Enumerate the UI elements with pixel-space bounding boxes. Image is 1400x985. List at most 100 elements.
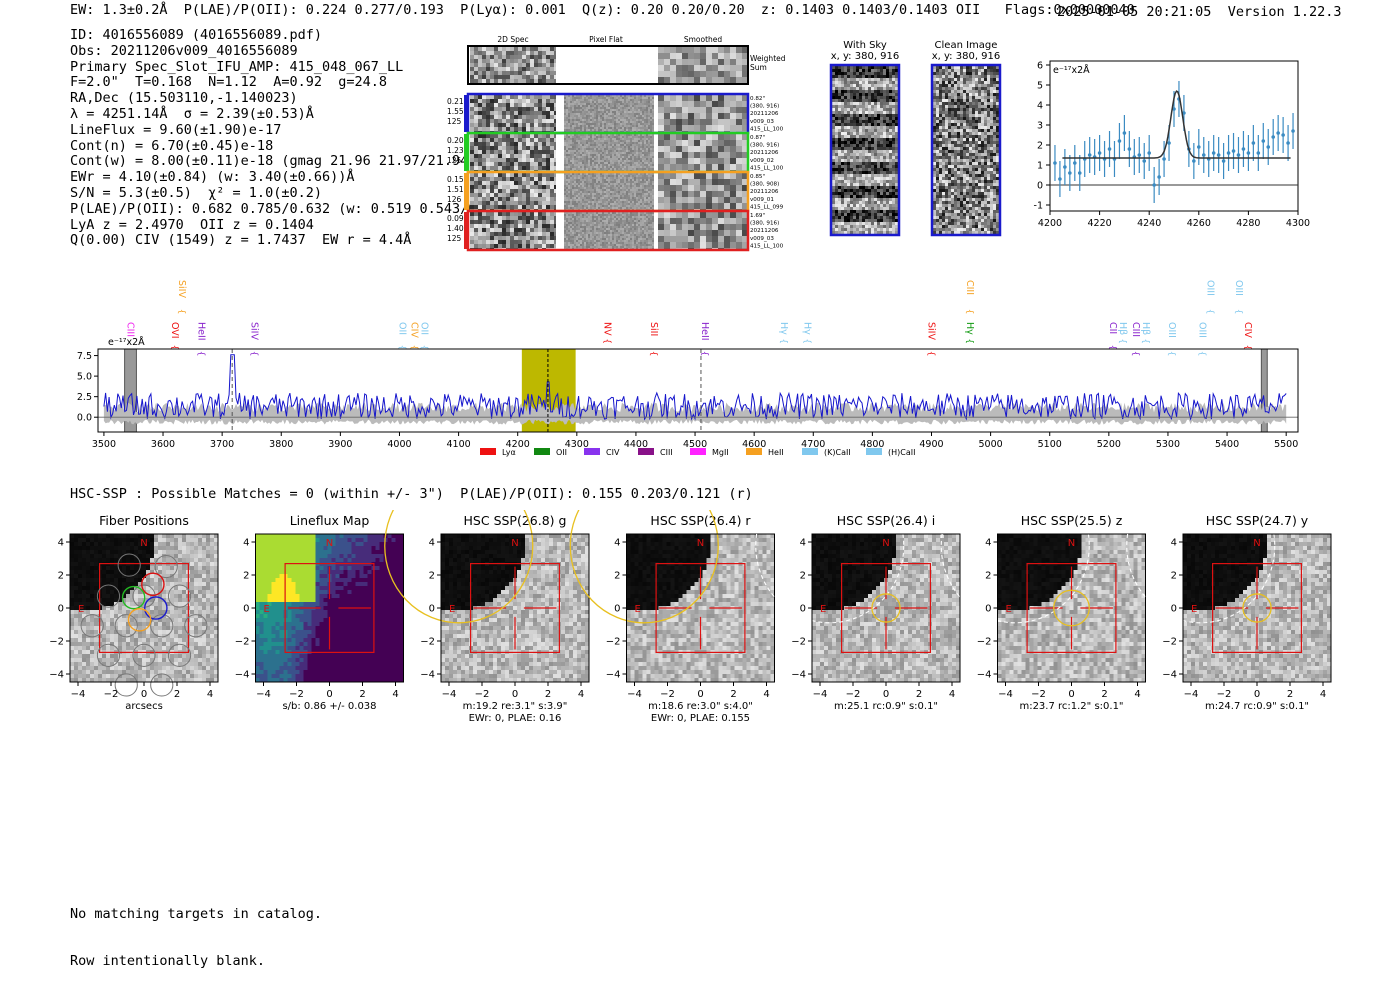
hsc-ytick-label: −4 — [977, 670, 992, 681]
row-smoothed — [658, 173, 748, 210]
line-label-bracket: { — [602, 338, 612, 344]
fit-data-point — [1128, 147, 1132, 151]
line-label: HeII — [699, 322, 710, 341]
line-label: Hγ — [801, 322, 812, 335]
fit-ytick-label: 6 — [1037, 61, 1043, 72]
cutout-row-left-label: 126 — [447, 195, 462, 204]
north-label: N — [511, 538, 518, 549]
cutout-row-left-label: 0.09 — [447, 214, 464, 223]
fit-data-point — [1123, 131, 1127, 135]
fit-data-point — [1261, 139, 1265, 143]
cutout-row-right-label: 1.69" — [750, 213, 765, 219]
cutout-row-right-label: 20211206 — [750, 111, 779, 117]
hsc-ytick-label: 2 — [243, 571, 249, 582]
line-label-bracket: { — [1117, 338, 1127, 344]
north-label: N — [1068, 538, 1075, 549]
hsc-panel-title: HSC SSP(24.7) y — [1206, 513, 1309, 528]
legend-swatch — [802, 448, 818, 455]
hsc-xtick-label: 2 — [1287, 689, 1293, 700]
fit-data-point — [1098, 151, 1102, 155]
weighted-2d-spec — [470, 47, 556, 83]
cutout-row-left-label: 1.40 — [447, 224, 464, 233]
hsc-panel-title: HSC SSP(26.8) g — [464, 513, 567, 528]
hsc-xtick-label: 4 — [763, 689, 769, 700]
hsc-xtick-label: 4 — [392, 689, 398, 700]
spectrum-ytick-label: 5.0 — [77, 372, 92, 383]
line-label: OIII — [1166, 322, 1177, 338]
fit-data-point — [1078, 171, 1082, 175]
fit-xtick-label: 4280 — [1236, 218, 1260, 229]
hsc-xtick-label: −2 — [104, 689, 119, 700]
north-label: N — [697, 538, 704, 549]
spectrum-xtick-label: 3700 — [210, 439, 234, 450]
version: Version 1.22.3 — [1228, 4, 1342, 20]
clean-image-title: Clean Image — [935, 40, 998, 51]
hsc-xtick-label: −2 — [1217, 689, 1232, 700]
line-label-bracket: { — [196, 351, 206, 357]
row-2d-spec — [470, 212, 556, 249]
fit-data-point — [1271, 135, 1275, 139]
line-label: Hγ — [778, 322, 789, 335]
row-smoothed — [658, 134, 748, 171]
hsc-xtick-label: 4 — [1320, 689, 1326, 700]
hsc-ytick-label: 2 — [985, 571, 991, 582]
east-label: E — [820, 604, 826, 615]
hsc-xtick-label: −4 — [813, 689, 828, 700]
hsc-xtick-label: −2 — [475, 689, 490, 700]
header-summary: EW: 1.3±0.2Å P(LAE)/P(OII): 0.224 0.277/… — [70, 2, 1135, 18]
line-label-bracket: { — [964, 338, 974, 344]
line-label: Hγ — [964, 322, 975, 335]
cutout-row-left-label: 1.51 — [447, 185, 464, 194]
cutout-row-right-label: (380, 916) — [750, 143, 779, 149]
line-label: SiIV — [176, 280, 187, 298]
hsc-panels: Fiber PositionsNE−4−4−2−2002244arcsecsLi… — [50, 510, 1350, 725]
hsc-ytick-label: 2 — [1171, 571, 1177, 582]
spectrum-xtick-label: 4000 — [387, 439, 411, 450]
hsc-ytick-label: 0 — [985, 604, 991, 615]
fit-data-point — [1247, 151, 1251, 155]
cutout-row-color-bar — [464, 173, 468, 210]
cutout-row-right-label: 0.87" — [750, 135, 765, 141]
spectrum-ytick-label: 0.0 — [77, 413, 92, 424]
east-label: E — [449, 604, 455, 615]
hsc-xtick-label: −2 — [289, 689, 304, 700]
cutout-row-left-label: 1.55 — [447, 107, 464, 116]
timestamp: 2025-01-05 20:21:05 — [1057, 4, 1211, 20]
header-timestamp: 2025-01-05 20:21:05 Version 1.22.3 — [1057, 4, 1342, 20]
legend-swatch — [584, 448, 600, 455]
legend-label: CIV — [606, 448, 620, 457]
row-pixel-flat — [564, 212, 654, 249]
weighted-smoothed — [658, 47, 748, 83]
hsc-panel-title: HSC SSP(25.5) z — [1021, 513, 1123, 528]
cutout-row-left-label: 125 — [447, 234, 462, 243]
east-label: E — [78, 604, 84, 615]
cutout-row-right-label: v009_02 — [750, 158, 774, 164]
hsc-xtick-label: 0 — [141, 689, 147, 700]
legend-label: HeII — [768, 448, 784, 457]
fit-ytick-label: 5 — [1037, 81, 1043, 92]
fit-ytick-label: 4 — [1037, 101, 1043, 112]
legend-label: CIII — [660, 448, 673, 457]
cutout-row-right-label: 415_LL_099 — [750, 204, 784, 210]
fit-ytick-label: 2 — [1037, 141, 1043, 152]
north-label: N — [1253, 538, 1260, 549]
row-pixel-flat — [564, 173, 654, 210]
fit-data-point — [1266, 145, 1270, 149]
fit-xtick-label: 4220 — [1088, 218, 1112, 229]
line-label: OIII — [1205, 280, 1216, 296]
line-label: HeII — [196, 322, 207, 341]
line-label: SiII — [648, 322, 659, 336]
hsc-ytick-label: 4 — [614, 538, 620, 549]
cutout-col-label: Smoothed — [684, 35, 723, 44]
line-label-bracket: { — [249, 351, 259, 357]
hsc-ytick-label: 0 — [243, 604, 249, 615]
hsc-panel-caption: m:19.2 re:3.1" s:3.9" — [463, 701, 568, 712]
fit-data-point — [1118, 139, 1122, 143]
spectrum-xtick-label: 3500 — [92, 439, 116, 450]
east-label: E — [635, 604, 641, 615]
legend-label: Lyα — [502, 448, 516, 457]
hsc-ytick-label: −2 — [791, 637, 806, 648]
legend-label: MgII — [712, 448, 729, 457]
line-label-bracket: { — [1205, 309, 1215, 315]
